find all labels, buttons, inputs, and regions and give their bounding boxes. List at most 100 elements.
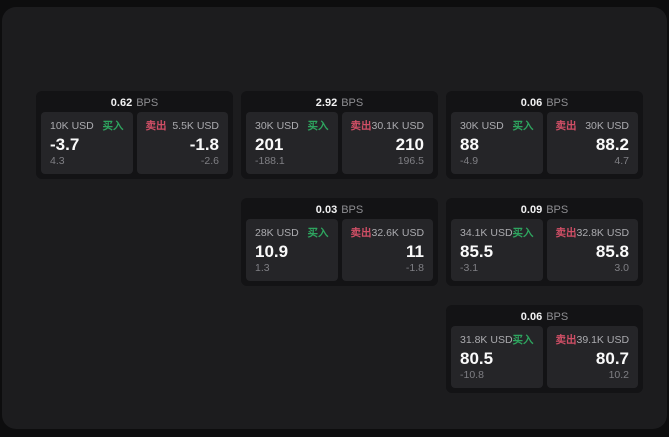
quote-card-body: 34.1K USD 买入 85.5 -3.1 卖出 32.8K USD 85.8… — [446, 219, 643, 286]
sell-tag-label: 卖出 — [350, 227, 372, 239]
bps-unit-label: BPS — [546, 96, 569, 109]
quote-card: 2.92 BPS 30K USD 买入 201 -188.1 卖出 30.1K … — [241, 91, 438, 179]
sell-price: 85.8 — [595, 242, 629, 261]
sell-quote-panel[interactable]: 卖出 39.1K USD 80.7 10.2 — [546, 326, 638, 388]
spread-value: 0.06 — [520, 96, 543, 109]
quotes-grid: 0.62 BPS 10K USD 买入 -3.7 4.3 卖出 5.5K USD… — [36, 91, 643, 393]
sell-panel-top: 卖出 32.6K USD — [351, 227, 425, 239]
buy-price: 80.5 — [460, 349, 494, 368]
buy-tag-label: 买入 — [512, 334, 534, 346]
buy-quote-panel[interactable]: 10K USD 买入 -3.7 4.3 — [41, 112, 133, 174]
buy-price: -3.7 — [50, 135, 80, 154]
buy-delta: -4.9 — [460, 155, 479, 167]
spread-value: 0.03 — [315, 203, 338, 216]
buy-price: 88 — [460, 135, 479, 154]
quote-card-body: 30K USD 买入 201 -188.1 卖出 30.1K USD 210 1… — [241, 112, 438, 179]
sell-delta: -2.6 — [200, 155, 219, 167]
buy-price: 201 — [255, 135, 284, 154]
sell-tag-label: 卖出 — [555, 334, 577, 346]
buy-tag-label: 买入 — [307, 120, 329, 132]
buy-panel-top: 31.8K USD 买入 — [460, 334, 534, 346]
bps-unit-label: BPS — [136, 96, 159, 109]
sell-tag-label: 卖出 — [555, 120, 577, 132]
sell-panel-top: 卖出 39.1K USD — [556, 334, 630, 346]
sell-price: 88.2 — [595, 135, 629, 154]
quote-card: 0.03 BPS 28K USD 买入 10.9 1.3 卖出 32.6K US… — [241, 198, 438, 286]
sell-price: -1.8 — [189, 135, 219, 154]
buy-panel-top: 34.1K USD 买入 — [460, 227, 534, 239]
bps-unit-label: BPS — [341, 96, 364, 109]
quote-card: 0.06 BPS 31.8K USD 买入 80.5 -10.8 卖出 39.1… — [446, 305, 643, 393]
buy-panel-top: 30K USD 买入 — [460, 120, 534, 132]
buy-panel-top: 30K USD 买入 — [255, 120, 329, 132]
quote-card: 0.09 BPS 34.1K USD 买入 85.5 -3.1 卖出 32.8K… — [446, 198, 643, 286]
buy-quote-panel[interactable]: 30K USD 买入 88 -4.9 — [451, 112, 543, 174]
sell-quote-panel[interactable]: 卖出 32.6K USD 11 -1.8 — [341, 219, 433, 281]
buy-amount: 30K USD — [460, 120, 504, 132]
sell-panel-top: 卖出 30K USD — [556, 120, 630, 132]
buy-tag-label: 买入 — [512, 120, 534, 132]
buy-quote-panel[interactable]: 28K USD 买入 10.9 1.3 — [246, 219, 338, 281]
sell-tag-label: 卖出 — [145, 120, 167, 132]
sell-delta: 10.2 — [608, 369, 629, 381]
buy-quote-panel[interactable]: 31.8K USD 买入 80.5 -10.8 — [451, 326, 543, 388]
sell-amount: 30K USD — [585, 120, 629, 132]
spread-value: 2.92 — [315, 96, 338, 109]
buy-delta: -3.1 — [460, 262, 479, 274]
spread-header: 0.03 BPS — [241, 198, 438, 219]
buy-amount: 30K USD — [255, 120, 299, 132]
sell-delta: 196.5 — [397, 155, 424, 167]
quote-card: 0.62 BPS 10K USD 买入 -3.7 4.3 卖出 5.5K USD… — [36, 91, 233, 179]
sell-quote-panel[interactable]: 卖出 30.1K USD 210 196.5 — [341, 112, 433, 174]
sell-panel-top: 卖出 32.8K USD — [556, 227, 630, 239]
spread-value: 0.62 — [110, 96, 133, 109]
buy-quote-panel[interactable]: 30K USD 买入 201 -188.1 — [246, 112, 338, 174]
quote-card-body: 31.8K USD 买入 80.5 -10.8 卖出 39.1K USD 80.… — [446, 326, 643, 393]
sell-quote-panel[interactable]: 卖出 32.8K USD 85.8 3.0 — [546, 219, 638, 281]
buy-delta: 4.3 — [50, 155, 65, 167]
sell-quote-panel[interactable]: 卖出 30K USD 88.2 4.7 — [546, 112, 638, 174]
bps-unit-label: BPS — [546, 310, 569, 323]
sell-panel-top: 卖出 5.5K USD — [146, 120, 220, 132]
sell-delta: 3.0 — [614, 262, 629, 274]
sell-delta: 4.7 — [614, 155, 629, 167]
quote-card: 0.06 BPS 30K USD 买入 88 -4.9 卖出 30K USD 8… — [446, 91, 643, 179]
spread-header: 0.09 BPS — [446, 198, 643, 219]
sell-tag-label: 卖出 — [350, 120, 372, 132]
buy-price: 10.9 — [255, 242, 289, 261]
bps-unit-label: BPS — [341, 203, 364, 216]
spread-value: 0.09 — [520, 203, 543, 216]
buy-panel-top: 28K USD 买入 — [255, 227, 329, 239]
quote-card-body: 10K USD 买入 -3.7 4.3 卖出 5.5K USD -1.8 -2.… — [36, 112, 233, 179]
spread-value: 0.06 — [520, 310, 543, 323]
sell-price: 210 — [395, 135, 424, 154]
buy-tag-label: 买入 — [512, 227, 534, 239]
buy-panel-top: 10K USD 买入 — [50, 120, 124, 132]
sell-amount: 32.6K USD — [371, 227, 425, 239]
spread-header: 0.06 BPS — [446, 305, 643, 326]
buy-delta: -10.8 — [460, 369, 484, 381]
buy-amount: 34.1K USD — [460, 227, 513, 239]
buy-amount: 31.8K USD — [460, 334, 513, 346]
sell-tag-label: 卖出 — [555, 227, 577, 239]
buy-delta: -188.1 — [255, 155, 285, 167]
sell-amount: 32.8K USD — [576, 227, 630, 239]
spread-header: 0.06 BPS — [446, 91, 643, 112]
sell-amount: 39.1K USD — [576, 334, 630, 346]
quote-card-body: 30K USD 买入 88 -4.9 卖出 30K USD 88.2 4.7 — [446, 112, 643, 179]
buy-tag-label: 买入 — [307, 227, 329, 239]
app-window: 0.62 BPS 10K USD 买入 -3.7 4.3 卖出 5.5K USD… — [2, 7, 667, 429]
sell-panel-top: 卖出 30.1K USD — [351, 120, 425, 132]
buy-amount: 28K USD — [255, 227, 299, 239]
sell-delta: -1.8 — [405, 262, 424, 274]
quote-card-body: 28K USD 买入 10.9 1.3 卖出 32.6K USD 11 -1.8 — [241, 219, 438, 286]
buy-price: 85.5 — [460, 242, 494, 261]
sell-quote-panel[interactable]: 卖出 5.5K USD -1.8 -2.6 — [136, 112, 228, 174]
buy-amount: 10K USD — [50, 120, 94, 132]
sell-price: 80.7 — [595, 349, 629, 368]
buy-delta: 1.3 — [255, 262, 270, 274]
buy-quote-panel[interactable]: 34.1K USD 买入 85.5 -3.1 — [451, 219, 543, 281]
sell-price: 11 — [406, 242, 424, 261]
sell-amount: 5.5K USD — [172, 120, 219, 132]
bps-unit-label: BPS — [546, 203, 569, 216]
